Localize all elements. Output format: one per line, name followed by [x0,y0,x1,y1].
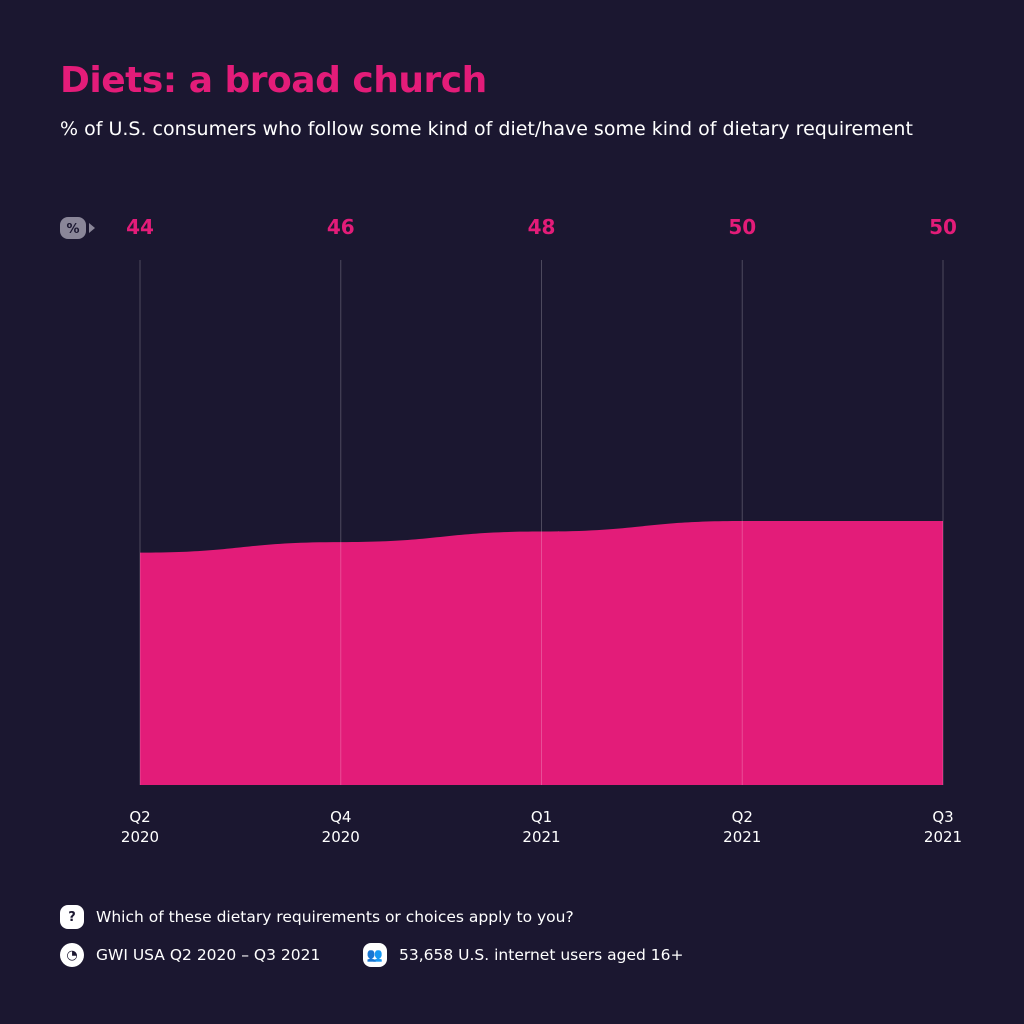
x-tick-label-quarter: Q4 [330,808,351,826]
x-tick-label-year: 2021 [723,828,761,846]
question-text: Which of these dietary requirements or c… [96,908,574,926]
footer-sample: 👥 53,658 U.S. internet users aged 16+ [363,943,684,967]
data-label: 44 [126,215,154,239]
data-label: 50 [728,215,756,239]
percent-badge-icon [60,217,86,239]
x-tick-label-quarter: Q1 [531,808,552,826]
percent-badge-text: % [66,222,79,237]
footer-question: ? Which of these dietary requirements or… [60,905,574,929]
badge-arrow-icon [89,223,95,233]
sample-text: 53,658 U.S. internet users aged 16+ [399,946,684,964]
chart-subtitle: % of U.S. consumers who follow some kind… [60,118,913,140]
users-icon: 👥 [363,943,387,967]
data-label: 48 [528,215,556,239]
x-tick-label-quarter: Q2 [732,808,753,826]
source-text: GWI USA Q2 2020 – Q3 2021 [96,946,321,964]
gwi-logo-icon: ◔ [60,943,84,967]
data-label: 46 [327,215,355,239]
x-tick-label-quarter: Q2 [129,808,150,826]
x-tick-label-quarter: Q3 [932,808,953,826]
chart-title: Diets: a broad church [60,60,487,101]
x-tick-label-year: 2021 [522,828,560,846]
data-label: 50 [929,215,957,239]
question-icon: ? [60,905,84,929]
area-series [140,521,943,785]
footer-source: ◔ GWI USA Q2 2020 – Q3 2021 [60,943,320,967]
x-tick-label-year: 2021 [924,828,962,846]
x-tick-label-year: 2020 [121,828,159,846]
x-tick-label-year: 2020 [322,828,360,846]
